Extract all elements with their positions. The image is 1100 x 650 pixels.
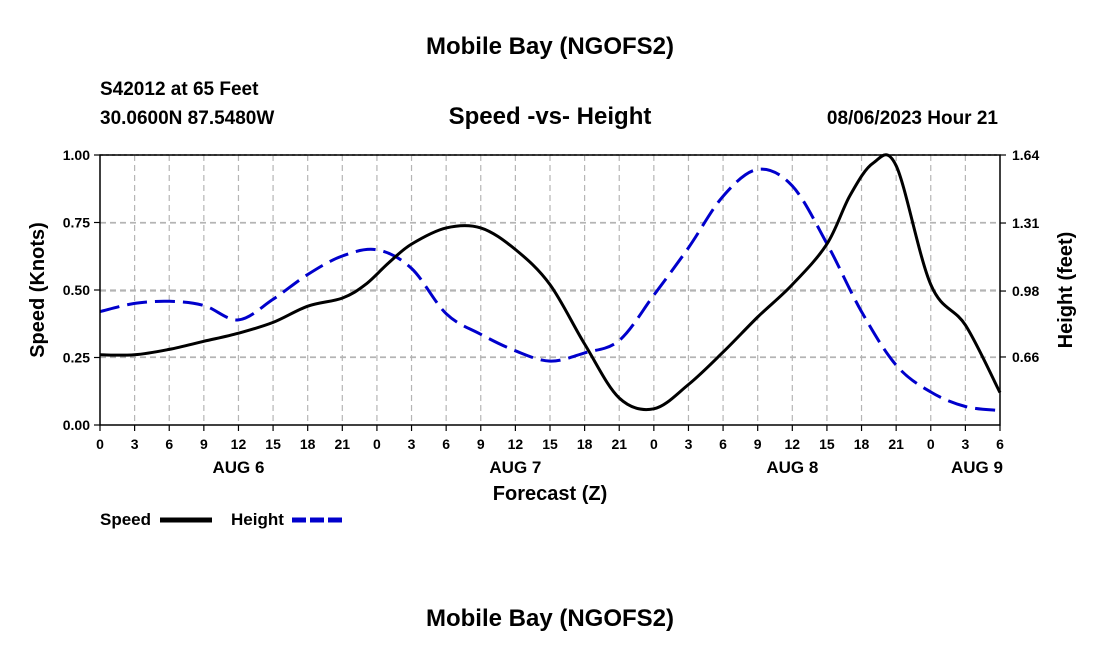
x-tick-label: 0 xyxy=(650,436,658,452)
x-tick-label: 6 xyxy=(442,436,450,452)
x-tick-label: 3 xyxy=(961,436,969,452)
x-tick-label: 9 xyxy=(200,436,208,452)
x-tick-label: 0 xyxy=(96,436,104,452)
y-tick-label: 0.25 xyxy=(63,350,90,366)
x-axis-label: Forecast (Z) xyxy=(493,483,607,505)
legend-speed-label: Speed xyxy=(100,510,151,529)
x-tick-label: 9 xyxy=(754,436,762,452)
location-label: 30.0600N 87.5480W xyxy=(100,108,274,129)
y2-axis-label: Height (feet) xyxy=(1055,232,1077,349)
y2-tick-label: 0.66 xyxy=(1012,349,1039,365)
legend: Speed Height xyxy=(100,510,342,529)
x-tick-label: 18 xyxy=(577,436,593,452)
y2-tick-label: 1.31 xyxy=(1012,215,1039,231)
y-tick-label: 1.00 xyxy=(63,147,90,163)
x-tick-label: 12 xyxy=(231,436,247,452)
station-label: S42012 at 65 Feet xyxy=(100,79,259,100)
datetime-label: 08/06/2023 Hour 21 xyxy=(827,108,999,129)
x-tick-label: 0 xyxy=(927,436,935,452)
x-tick-label: 6 xyxy=(719,436,727,452)
x-tick-label: 12 xyxy=(785,436,801,452)
date-label: AUG 7 xyxy=(489,458,541,477)
x-tick-label: 15 xyxy=(265,436,281,452)
date-label: AUG 9 xyxy=(951,458,1003,477)
x-tick-label: 15 xyxy=(542,436,558,452)
x-tick-label: 21 xyxy=(611,436,627,452)
series-group xyxy=(99,153,1002,413)
x-tick-label: 6 xyxy=(165,436,173,452)
main-title: Mobile Bay (NGOFS2) xyxy=(426,33,674,60)
y2-tick-label: 1.64 xyxy=(1012,147,1039,163)
x-tick-label: 18 xyxy=(300,436,316,452)
x-tick-label: 12 xyxy=(508,436,524,452)
x-tick-label: 18 xyxy=(854,436,870,452)
footer-title: Mobile Bay (NGOFS2) xyxy=(426,605,674,632)
x-tick-label: 0 xyxy=(373,436,381,452)
y2-tick-label: 0.98 xyxy=(1012,283,1039,299)
axes-group: 0 3 6 9 12 15 18 21 0 3 6 9 12 15 18 21 0 3 6 9 12 15 18 21 0 3 6 0… xyxy=(63,147,1040,477)
chart-subtitle: Speed -vs- Height xyxy=(449,103,652,130)
y-tick-label: 0.00 xyxy=(63,417,90,433)
x-tick-label: 9 xyxy=(477,436,485,452)
legend-height-label: Height xyxy=(231,510,284,529)
y-tick-label: 0.50 xyxy=(63,282,90,298)
y-axis-label: Speed (Knots) xyxy=(27,222,49,358)
series-line-speed xyxy=(99,153,1002,412)
grid-lines xyxy=(100,154,1000,425)
x-tick-label: 3 xyxy=(131,436,139,452)
x-tick-label: 3 xyxy=(685,436,693,452)
x-tick-label: 15 xyxy=(819,436,835,452)
x-tick-label: 21 xyxy=(888,436,904,452)
date-label: AUG 8 xyxy=(766,458,818,477)
x-tick-label: 6 xyxy=(996,436,1004,452)
date-label: AUG 6 xyxy=(212,458,264,477)
x-tick-label: 21 xyxy=(335,436,351,452)
series-line-height xyxy=(99,167,1001,413)
y-tick-label: 0.75 xyxy=(63,215,90,231)
x-tick-label: 3 xyxy=(408,436,416,452)
